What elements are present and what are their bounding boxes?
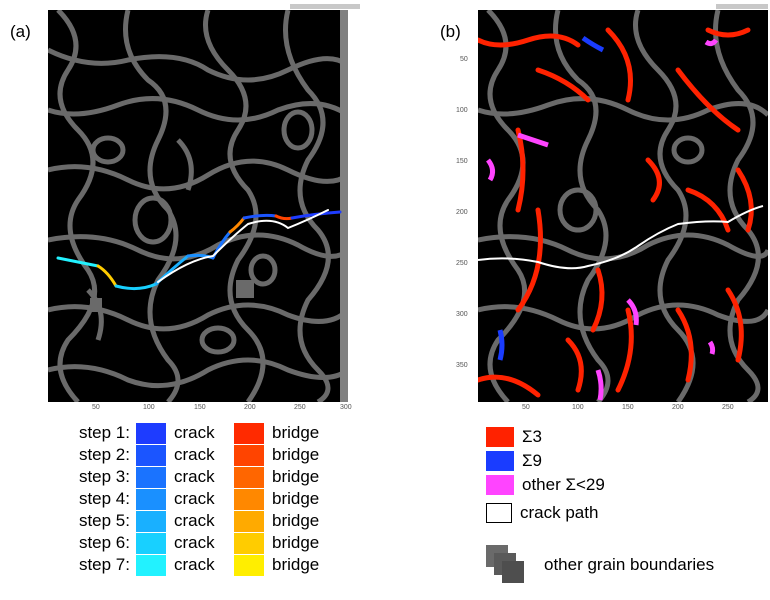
crack-path-label: crack path (520, 503, 599, 522)
sigma3-swatch (486, 427, 514, 447)
grain-blob (236, 280, 254, 298)
crack-steps (56, 209, 342, 291)
step-label: step 6: (78, 533, 130, 552)
panel-b-xtick: 200 (672, 404, 684, 411)
grain-boundaries (48, 10, 348, 402)
legend-steps: step 1: crack bridge step 2: crack bridg… (60, 422, 319, 576)
crack-label: crack (174, 423, 215, 442)
crack-swatch (136, 532, 166, 554)
panel-b-ytick: 200 (456, 209, 468, 216)
other-csl-boundaries (485, 38, 719, 401)
step-label: step 7: (78, 555, 130, 574)
bridge-swatch (234, 554, 264, 576)
panel-a-xtick: 250 (294, 404, 306, 411)
crack-path-line (478, 205, 764, 270)
legend-sigma3-row: Σ3 (486, 425, 714, 449)
other-sigma-label: other Σ<29 (522, 475, 605, 494)
crack-swatch (136, 422, 166, 444)
crack-swatch (136, 444, 166, 466)
panel-b-scrollbar (716, 4, 768, 9)
other-gb-swatch (486, 545, 526, 585)
legend-step-row: step 1: crack bridge (60, 422, 319, 444)
bridge-swatch (234, 510, 264, 532)
sigma9-label: Σ9 (522, 451, 542, 470)
panel-a-scrollbar (290, 4, 360, 9)
panel-a-xtick: 150 (194, 404, 206, 411)
legend-step-row: step 5: crack bridge (60, 510, 319, 532)
bridge-label: bridge (272, 511, 320, 530)
legend-step-row: step 2: crack bridge (60, 444, 319, 466)
bridge-label: bridge (272, 555, 320, 574)
bridge-label: bridge (272, 533, 320, 552)
bridge-label: bridge (272, 445, 320, 464)
bridge-label: bridge (272, 423, 320, 442)
panel-b-xtick: 250 (722, 404, 734, 411)
crack-label: crack (174, 511, 215, 530)
legend-step-row: step 3: crack bridge (60, 466, 319, 488)
panel-b-xtick: 150 (622, 404, 634, 411)
bridge-swatch (234, 488, 264, 510)
legend-step-row: step 7: crack bridge (60, 554, 319, 576)
panel-b-ytick: 150 (456, 158, 468, 165)
panel-a-svg (48, 10, 348, 402)
legend-crack-path-row: crack path (486, 501, 714, 525)
step-label: step 5: (78, 511, 130, 530)
panel-b-label: (b) (440, 22, 461, 41)
panel-b-xtick: 100 (572, 404, 584, 411)
panel-a-edge (340, 10, 348, 402)
legend-step-row: step 6: crack bridge (60, 532, 319, 554)
legend-boundaries: Σ3 Σ9 other Σ<29 crack path other grain … (486, 425, 714, 585)
panel-a-xtick: 300 (340, 404, 352, 411)
panel-b-ytick: 300 (456, 311, 468, 318)
panel-b-ytick: 100 (456, 107, 468, 114)
panel-a-label: (a) (10, 22, 31, 41)
bridge-label: bridge (272, 467, 320, 486)
crack-swatch (136, 488, 166, 510)
bridge-swatch (234, 532, 264, 554)
panel-b-ytick: 350 (456, 362, 468, 369)
panel-b-xtick: 50 (522, 404, 530, 411)
bridge-label: bridge (272, 489, 320, 508)
crack-label: crack (174, 489, 215, 508)
sigma9-swatch (486, 451, 514, 471)
legend-step-row: step 4: crack bridge (60, 488, 319, 510)
other-sigma-swatch (486, 475, 514, 495)
step-label: step 4: (78, 489, 130, 508)
panel-a-xtick: 200 (244, 404, 256, 411)
crack-swatch (136, 554, 166, 576)
sigma9-boundaries (497, 35, 605, 361)
panel-a-micrograph (48, 10, 348, 402)
legend-other-row: other Σ<29 (486, 473, 714, 497)
bridge-swatch (234, 466, 264, 488)
panel-b-svg (478, 10, 768, 402)
crack-label: crack (174, 555, 215, 574)
other-gb-label: other grain boundaries (544, 555, 715, 574)
panel-a-xtick: 100 (143, 404, 155, 411)
legend-other-gb-row: other grain boundaries (486, 545, 714, 585)
crack-swatch (136, 466, 166, 488)
bridge-swatch (234, 422, 264, 444)
step-label: step 2: (78, 445, 130, 464)
crack-swatch (136, 510, 166, 532)
crack-path-swatch (486, 503, 512, 523)
sigma3-label: Σ3 (522, 427, 542, 446)
step-label: step 3: (78, 467, 130, 486)
grain-blob (90, 298, 102, 312)
panel-b-ytick: 50 (460, 56, 468, 63)
panel-b-micrograph (478, 10, 768, 402)
legend-sigma9-row: Σ9 (486, 449, 714, 473)
panel-a-xtick: 50 (92, 404, 100, 411)
bridge-swatch (234, 444, 264, 466)
sigma3-boundaries (478, 27, 754, 398)
crack-label: crack (174, 533, 215, 552)
crack-label: crack (174, 467, 215, 486)
panel-b-ytick: 250 (456, 260, 468, 267)
step-label: step 1: (78, 423, 130, 442)
crack-label: crack (174, 445, 215, 464)
